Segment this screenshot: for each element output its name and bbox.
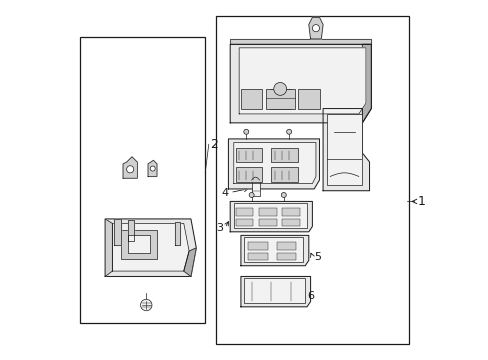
Bar (271, 148, 298, 162)
Bar (235, 219, 253, 226)
Text: 4: 4 (221, 188, 228, 198)
Text: 3: 3 (216, 223, 223, 233)
Bar (235, 208, 253, 216)
Bar (326, 114, 362, 185)
Polygon shape (114, 219, 121, 245)
Bar (128, 235, 149, 253)
Polygon shape (233, 143, 315, 184)
Bar (276, 252, 296, 260)
Bar (233, 203, 306, 228)
Circle shape (126, 166, 134, 173)
Text: 6: 6 (306, 291, 313, 301)
Bar (271, 167, 298, 182)
Bar (282, 219, 299, 226)
Circle shape (286, 129, 291, 134)
Polygon shape (362, 44, 370, 123)
Polygon shape (105, 219, 112, 276)
Circle shape (248, 193, 254, 198)
Circle shape (150, 166, 155, 171)
Polygon shape (123, 157, 137, 178)
Circle shape (140, 299, 152, 311)
Bar (276, 242, 296, 249)
Circle shape (281, 193, 285, 198)
Polygon shape (241, 276, 310, 307)
Bar (251, 180, 259, 196)
Bar (282, 208, 299, 216)
Bar (235, 148, 262, 162)
Bar (247, 252, 267, 260)
Bar (241, 89, 262, 109)
Bar (247, 242, 267, 249)
Bar (121, 230, 157, 258)
Polygon shape (175, 222, 180, 245)
Polygon shape (112, 224, 189, 271)
Polygon shape (148, 160, 157, 176)
Bar (80, 37, 205, 323)
Bar (298, 89, 319, 109)
Polygon shape (230, 39, 370, 44)
Polygon shape (323, 109, 369, 191)
Text: 2: 2 (210, 138, 218, 151)
Polygon shape (239, 48, 365, 114)
Polygon shape (241, 235, 308, 266)
Circle shape (244, 129, 248, 134)
Bar (244, 237, 303, 262)
Bar (235, 167, 262, 182)
Polygon shape (183, 248, 196, 276)
Circle shape (312, 24, 319, 32)
Bar (258, 219, 276, 226)
Polygon shape (128, 220, 134, 242)
Circle shape (273, 82, 286, 95)
Bar (258, 208, 276, 216)
Bar (265, 89, 294, 109)
Bar (216, 16, 408, 344)
Polygon shape (230, 202, 312, 232)
Polygon shape (228, 139, 319, 189)
Text: 5: 5 (313, 252, 321, 262)
Text: 1: 1 (417, 195, 425, 208)
Polygon shape (308, 18, 323, 39)
Polygon shape (105, 219, 196, 276)
Bar (269, 89, 290, 109)
Polygon shape (230, 44, 370, 123)
Bar (244, 278, 305, 303)
